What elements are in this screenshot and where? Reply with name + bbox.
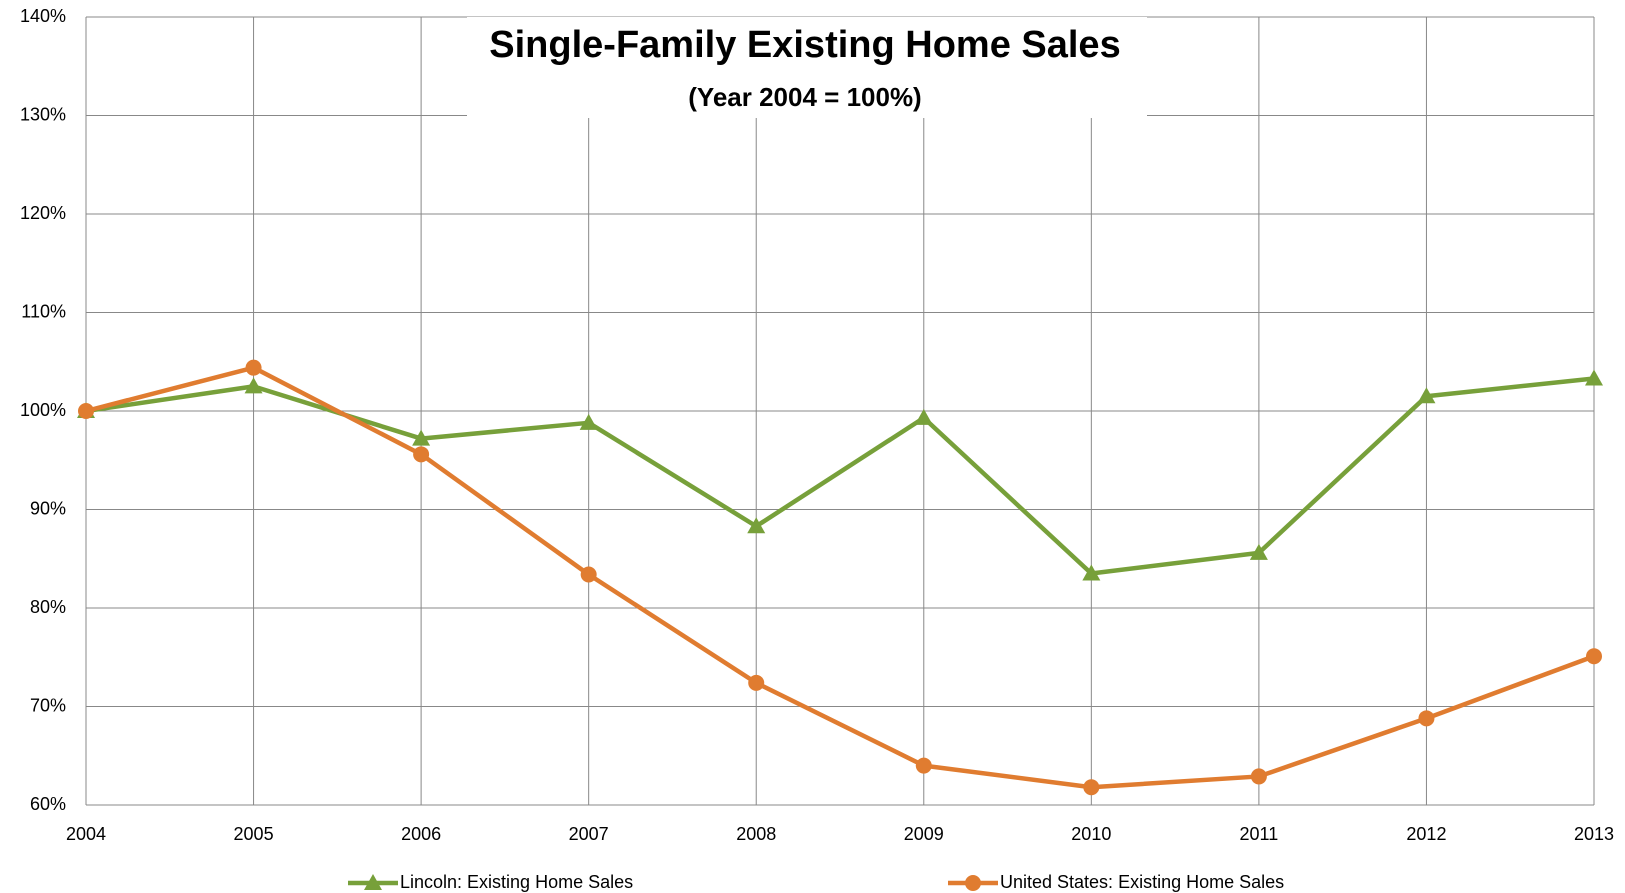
chart-subtitle: (Year 2004 = 100%) <box>688 82 921 112</box>
y-tick-label: 100% <box>20 400 66 420</box>
series-line <box>85 376 1595 576</box>
marker <box>1083 779 1100 796</box>
legend-label: United States: Existing Home Sales <box>1000 872 1284 892</box>
marker <box>965 875 981 891</box>
marker <box>245 359 262 376</box>
marker <box>412 429 431 446</box>
y-tick-label: 70% <box>30 695 66 715</box>
x-tick-label: 2005 <box>234 824 274 844</box>
y-tick-label: 140% <box>20 6 66 26</box>
marker <box>915 757 932 774</box>
x-tick-label: 2012 <box>1406 824 1446 844</box>
legend-label: Lincoln: Existing Home Sales <box>400 872 633 892</box>
marker <box>748 674 765 691</box>
marker <box>580 566 597 583</box>
x-tick-label: 2013 <box>1574 824 1614 844</box>
x-tick-label: 2004 <box>66 824 106 844</box>
y-tick-label: 60% <box>30 794 66 814</box>
marker <box>579 413 598 430</box>
marker <box>1082 564 1101 581</box>
marker <box>1585 369 1603 386</box>
series-line <box>85 365 1595 790</box>
x-tick-label: 2010 <box>1071 824 1111 844</box>
chart-title: Single-Family Existing Home Sales <box>489 24 1120 66</box>
x-tick-label: 2006 <box>401 824 441 844</box>
x-tick-label: 2009 <box>904 824 944 844</box>
x-tick-label: 2007 <box>569 824 609 844</box>
marker <box>1418 710 1435 727</box>
y-tick-label: 110% <box>21 301 66 321</box>
marker <box>364 874 382 890</box>
marker <box>747 517 766 534</box>
x-tick-label: 2011 <box>1240 824 1279 844</box>
y-tick-label: 130% <box>20 104 66 124</box>
marker <box>78 403 94 419</box>
y-tick-label: 90% <box>30 498 66 518</box>
title-background <box>467 17 1147 118</box>
y-tick-label: 120% <box>20 203 66 223</box>
marker <box>1250 768 1267 785</box>
marker <box>1417 387 1436 404</box>
x-tick-label: 2008 <box>736 824 776 844</box>
marker <box>413 446 430 463</box>
y-tick-label: 80% <box>30 597 66 617</box>
marker <box>1586 648 1602 665</box>
marker <box>244 377 263 394</box>
marker <box>1249 543 1268 560</box>
marker <box>914 408 933 425</box>
